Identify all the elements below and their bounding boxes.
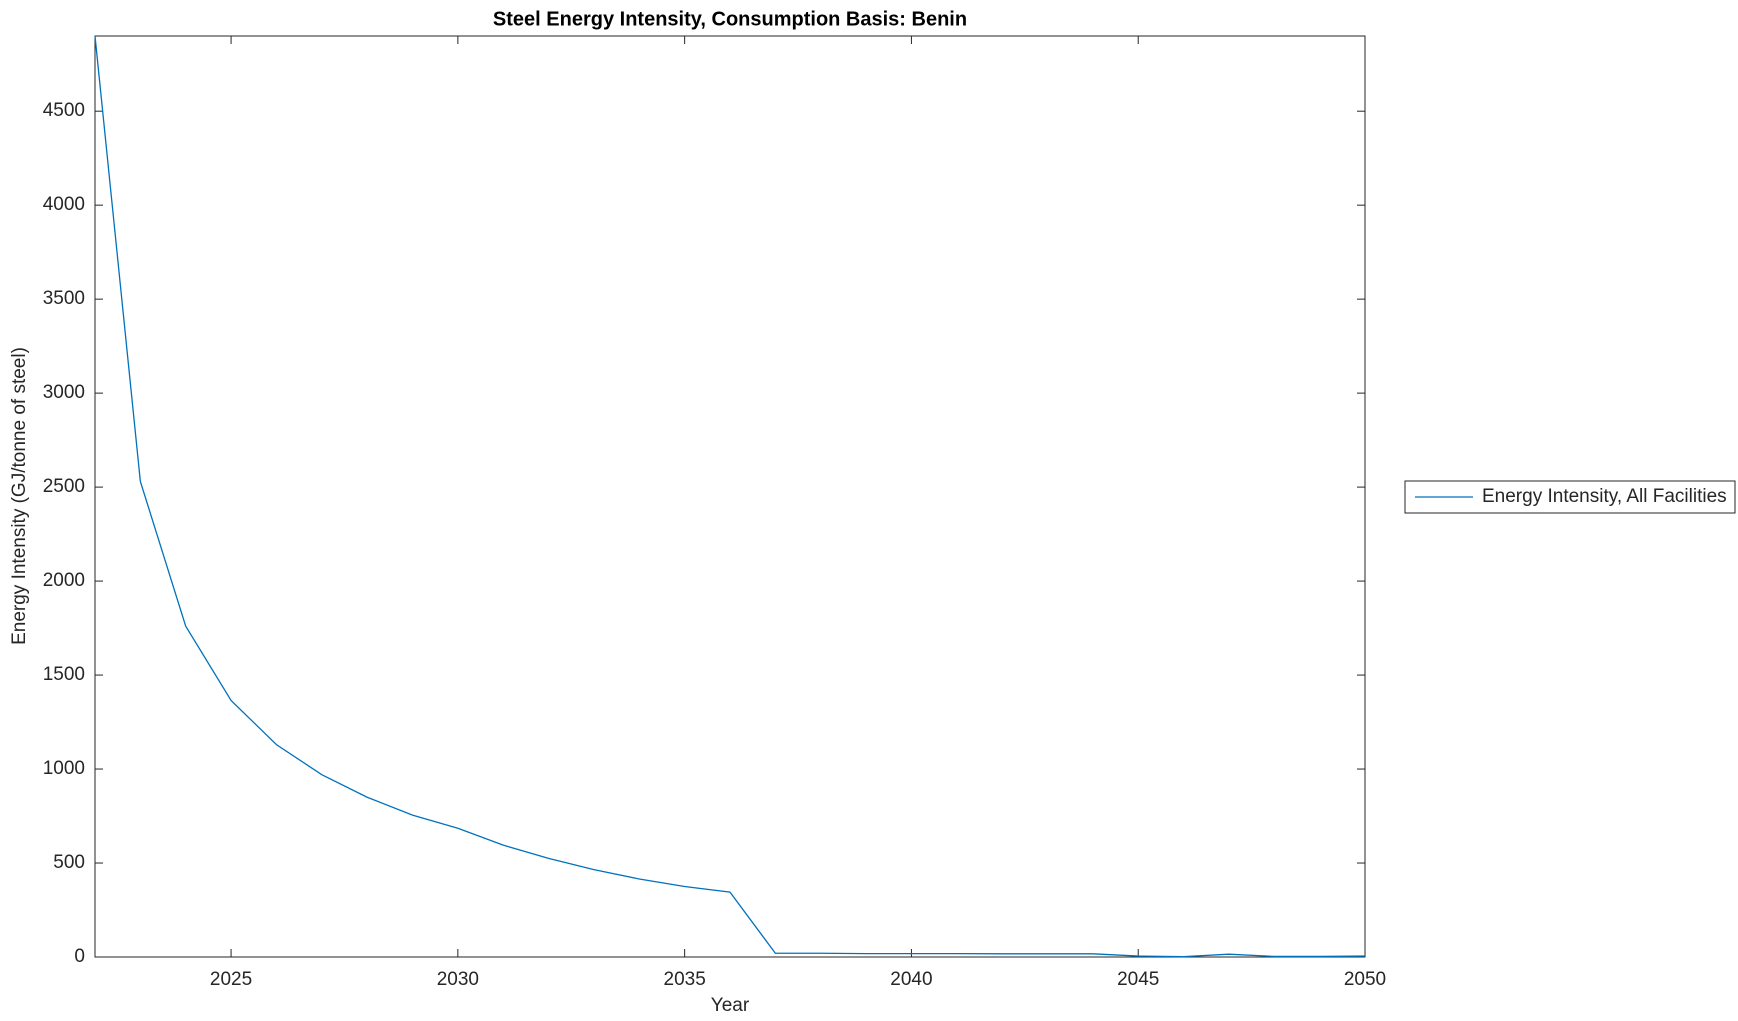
x-tick-label: 2045 xyxy=(1117,969,1159,990)
y-tick-label: 1000 xyxy=(43,758,85,779)
y-tick-label: 500 xyxy=(53,852,85,873)
y-tick-label: 0 xyxy=(74,946,85,967)
y-tick-label: 2000 xyxy=(43,570,85,591)
x-tick-label: 2035 xyxy=(664,969,706,990)
x-tick-label: 2050 xyxy=(1344,969,1386,990)
y-axis-label: Energy Intensity (GJ/tonne of steel) xyxy=(9,347,30,645)
data-line xyxy=(94,35,1366,958)
legend-label: Energy Intensity, All Facilities xyxy=(1482,486,1727,507)
y-tick-label: 3500 xyxy=(43,288,85,309)
x-axis-label: Year xyxy=(711,995,750,1016)
y-tick-label: 2500 xyxy=(43,476,85,497)
plot-area xyxy=(94,35,1366,958)
x-tick-label: 2025 xyxy=(210,969,252,990)
x-tick-label: 2030 xyxy=(437,969,479,990)
x-tick-label: 2040 xyxy=(890,969,932,990)
y-tick-label: 4000 xyxy=(43,194,85,215)
y-tick-label: 3000 xyxy=(43,382,85,403)
chart-title: Steel Energy Intensity, Consumption Basi… xyxy=(493,8,967,30)
y-tick-label: 4500 xyxy=(43,100,85,121)
y-tick-label: 1500 xyxy=(43,664,85,685)
